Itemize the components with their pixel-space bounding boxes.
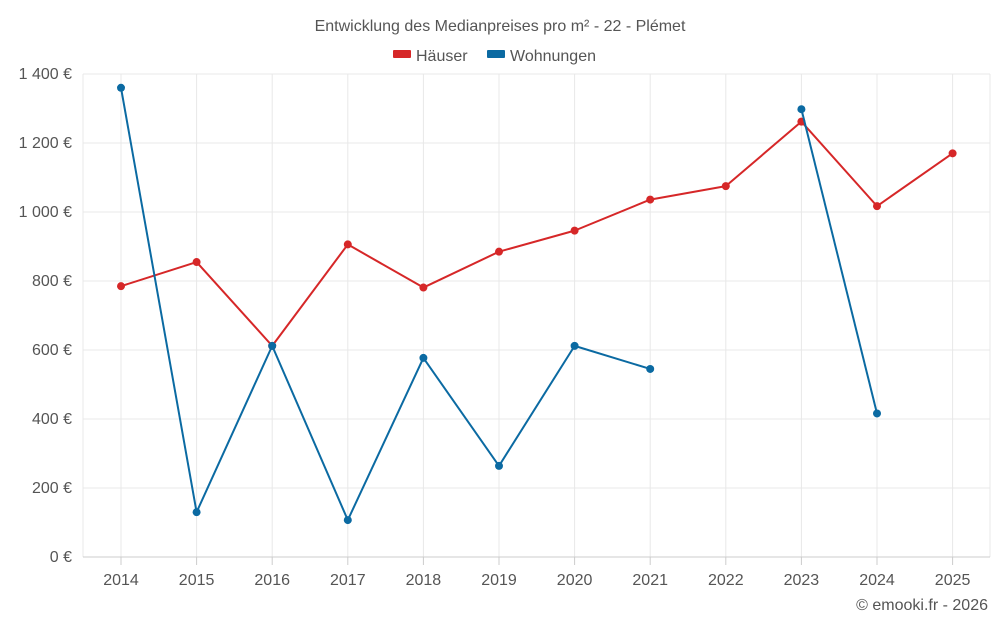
data-point[interactable] bbox=[873, 409, 881, 418]
data-point[interactable] bbox=[268, 341, 277, 350]
data-point[interactable] bbox=[343, 516, 352, 525]
credit-text: © emooki.fr - 2026 bbox=[856, 597, 988, 614]
data-point[interactable] bbox=[192, 258, 201, 267]
data-point[interactable] bbox=[873, 202, 881, 211]
legend-swatch bbox=[393, 50, 411, 58]
data-point[interactable] bbox=[570, 341, 579, 350]
x-tick-label: 2016 bbox=[254, 572, 290, 589]
legend-item[interactable]: Häuser bbox=[393, 48, 468, 65]
x-axis: 2014 2015 2016 2017 2018 2019 2020 2021 2022 2023… bbox=[83, 556, 990, 589]
data-point[interactable] bbox=[495, 461, 503, 470]
legend-item[interactable]: Wohnungen bbox=[487, 48, 596, 65]
data-point[interactable] bbox=[117, 282, 125, 291]
series-line bbox=[120, 87, 651, 522]
data-point[interactable] bbox=[419, 353, 428, 362]
x-tick-label: 2015 bbox=[179, 572, 215, 589]
y-tick-label: 1 200 € bbox=[19, 135, 72, 152]
gridlines bbox=[83, 73, 991, 557]
data-point[interactable] bbox=[343, 240, 352, 249]
y-tick-label: 400 € bbox=[32, 411, 72, 428]
y-tick-label: 0 € bbox=[50, 549, 72, 566]
y-tick-label: 600 € bbox=[32, 342, 72, 359]
y-tick-label: 200 € bbox=[32, 480, 72, 497]
x-tick-label: 2022 bbox=[708, 572, 744, 589]
y-tick-label: 1 400 € bbox=[19, 66, 72, 83]
legend-label: Wohnungen bbox=[510, 48, 596, 65]
data-point[interactable] bbox=[797, 105, 806, 114]
x-tick-label: 2024 bbox=[859, 572, 895, 589]
series-layer bbox=[117, 83, 957, 525]
x-tick-label: 2017 bbox=[330, 572, 366, 589]
x-tick-label: 2025 bbox=[935, 572, 971, 589]
y-tick-label: 800 € bbox=[32, 273, 72, 290]
x-tick-label: 2019 bbox=[481, 572, 517, 589]
data-point[interactable] bbox=[948, 149, 957, 158]
x-tick-label: 2021 bbox=[632, 572, 668, 589]
data-point[interactable] bbox=[646, 195, 655, 204]
series-line bbox=[800, 108, 878, 414]
series-häuser bbox=[117, 117, 957, 350]
data-point[interactable] bbox=[419, 283, 428, 292]
data-point[interactable] bbox=[117, 83, 125, 92]
chart-title: Entwicklung des Medianpreises pro m² - 2… bbox=[315, 18, 686, 35]
x-tick-label: 2023 bbox=[784, 572, 820, 589]
y-axis: 0 € 200 € 400 € 600 € 800 € 1 000 € 1 200 € 1 4… bbox=[19, 66, 84, 566]
data-point[interactable] bbox=[721, 182, 730, 191]
legend-swatch bbox=[487, 50, 505, 58]
data-point[interactable] bbox=[192, 508, 201, 517]
data-point[interactable] bbox=[495, 247, 503, 256]
x-tick-label: 2018 bbox=[406, 572, 442, 589]
series-line bbox=[120, 120, 954, 347]
data-point[interactable] bbox=[646, 364, 655, 373]
y-tick-label: 1 000 € bbox=[19, 204, 72, 221]
data-point[interactable] bbox=[570, 226, 579, 235]
x-tick-label: 2020 bbox=[557, 572, 593, 589]
legend-label: Häuser bbox=[416, 48, 468, 65]
legend: Häuser Wohnungen bbox=[393, 48, 596, 65]
series-wohnungen bbox=[117, 83, 881, 525]
x-tick-label: 2014 bbox=[103, 572, 139, 589]
